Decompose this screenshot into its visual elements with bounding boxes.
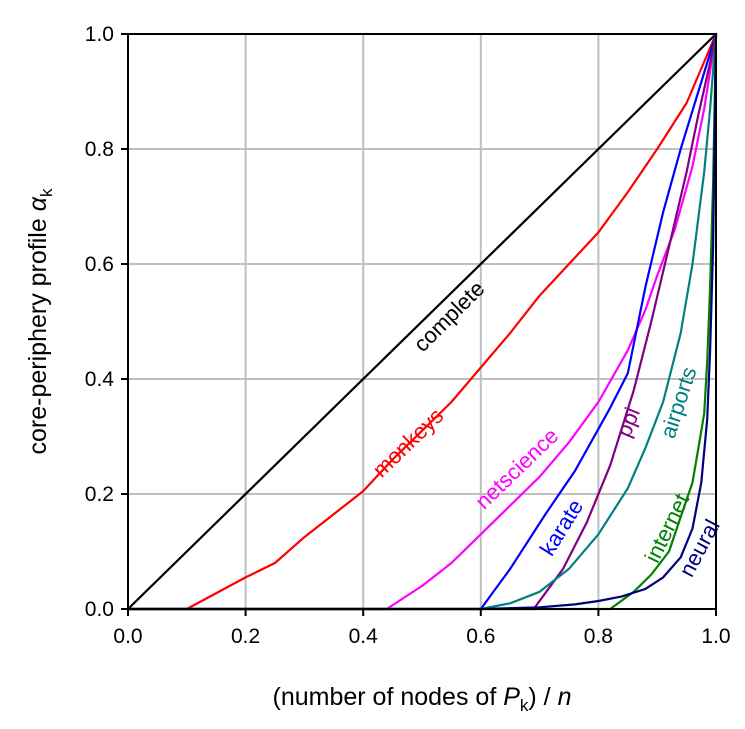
y-axis-ticks: 0.0 0.2 0.4 0.6 0.8 1.0: [85, 23, 128, 621]
y-tick-label: 0.0: [85, 598, 114, 621]
x-tick-label: 1.0: [701, 625, 730, 648]
x-axis-label-pre: (number of nodes of: [273, 683, 504, 711]
series-label-ppi: ppi: [611, 404, 645, 441]
y-tick-label: 0.4: [85, 368, 115, 391]
y-axis-label-sub: k: [37, 188, 56, 197]
x-axis-label: (number of nodes of Pk) / n: [273, 683, 572, 715]
core-periphery-chart: completemonkeys netsciencekarateppi airpor…: [0, 0, 745, 729]
x-tick-label: 0.2: [231, 625, 260, 648]
x-axis-label-var: P: [503, 683, 520, 711]
y-axis-label: core-periphery profile αk: [24, 188, 56, 454]
series-lines: [128, 34, 716, 609]
y-axis-label-var: α: [24, 196, 52, 211]
series-line-complete: [128, 34, 716, 609]
x-axis-label-var2: n: [558, 683, 572, 711]
y-tick-label: 0.2: [85, 483, 114, 506]
x-tick-label: 0.0: [113, 625, 142, 648]
y-tick-label: 0.8: [85, 138, 114, 161]
series-label-karate: karate: [535, 495, 589, 560]
x-tick-label: 0.8: [584, 625, 613, 648]
y-tick-label: 1.0: [85, 23, 114, 46]
series-label-complete: complete: [409, 276, 490, 357]
y-axis-label-pre: core-periphery profile: [24, 211, 52, 454]
y-tick-label: 0.6: [85, 253, 114, 276]
x-tick-label: 0.4: [349, 625, 379, 648]
x-axis-label-post: ) /: [528, 683, 557, 711]
series-label-monkeys: monkeys: [368, 403, 449, 482]
x-tick-label: 0.6: [466, 625, 495, 648]
x-axis-ticks: 0.0 0.2 0.4 0.6 0.8 1.0: [113, 609, 730, 648]
